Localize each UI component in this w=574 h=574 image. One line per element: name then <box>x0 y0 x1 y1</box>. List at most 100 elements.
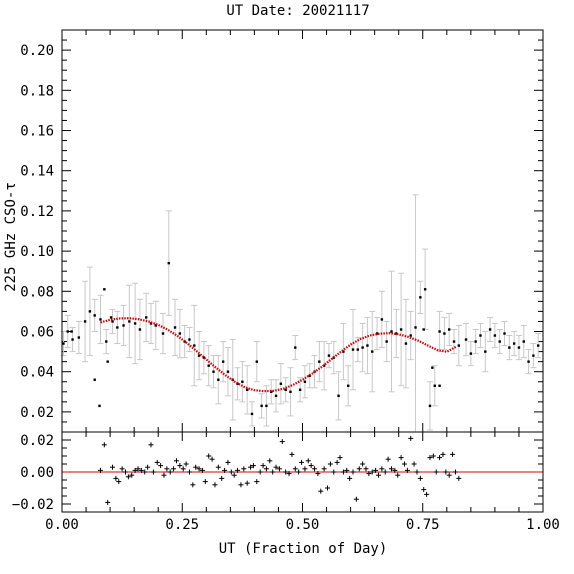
x-tick-label: 0.75 <box>406 517 440 533</box>
fit-curve-group <box>100 317 457 393</box>
top-y-tick-label: 0.06 <box>20 325 54 341</box>
residual-point <box>356 466 362 472</box>
data-point <box>197 354 201 357</box>
data-point <box>375 332 379 335</box>
residual-point <box>267 458 273 464</box>
data-point <box>503 332 506 335</box>
residual-point <box>337 455 343 461</box>
residual-point <box>97 467 103 473</box>
residual-point <box>289 451 295 457</box>
residual-point <box>392 467 398 473</box>
data-point <box>109 316 113 319</box>
top-y-tick-label: 0.02 <box>20 405 54 421</box>
data-point <box>351 348 355 351</box>
residual-point <box>321 466 327 472</box>
residual-point <box>331 469 337 475</box>
residual-point <box>296 469 302 475</box>
residual-point <box>145 464 151 470</box>
data-point <box>62 342 65 345</box>
data-point <box>479 334 482 337</box>
residual-point <box>369 469 375 475</box>
data-point <box>512 342 516 345</box>
residual-point <box>404 467 410 473</box>
residual-point <box>199 467 205 473</box>
data-point <box>207 364 210 367</box>
residual-point <box>437 455 443 461</box>
residual-point <box>299 459 305 465</box>
residual-point <box>105 499 111 505</box>
residual-point <box>186 469 192 475</box>
residual-point <box>113 475 119 481</box>
residual-point <box>193 464 199 470</box>
residual-point <box>430 453 436 459</box>
residual-point <box>450 451 456 457</box>
residual-point <box>411 461 417 467</box>
data-point <box>138 328 142 331</box>
residual-point <box>334 459 340 465</box>
data-point <box>105 340 108 343</box>
data-point <box>522 340 525 343</box>
residual-point <box>388 466 394 472</box>
data-point <box>342 350 345 353</box>
residual-point <box>138 467 144 473</box>
residual-point <box>196 466 202 472</box>
data-point <box>508 346 511 349</box>
data-point <box>221 360 225 363</box>
data-point <box>399 328 403 331</box>
residual-point <box>206 453 212 459</box>
data-point <box>245 388 249 391</box>
data-point <box>193 344 196 347</box>
residual-point <box>173 458 179 464</box>
data-point <box>116 326 119 329</box>
data-point <box>173 326 177 329</box>
data-point <box>371 350 374 353</box>
data-point <box>289 390 292 393</box>
residual-point <box>231 472 237 478</box>
residual-point <box>254 479 260 485</box>
residual-point <box>305 458 311 464</box>
residual-point <box>225 459 231 465</box>
residual-point <box>327 461 333 467</box>
data-point <box>443 332 446 335</box>
data-point <box>122 324 125 327</box>
bottom-panel-y-tick-labels: −0.02 0.00 0.02 <box>12 433 54 513</box>
data-point <box>144 316 148 319</box>
residual-point <box>190 482 196 488</box>
data-point <box>488 328 492 331</box>
residual-point <box>401 461 407 467</box>
residual-point <box>202 479 208 485</box>
x-tick-label: 0.00 <box>45 517 79 533</box>
top-y-tick-label: 0.10 <box>20 244 54 260</box>
data-point <box>279 382 283 385</box>
data-point <box>93 378 96 381</box>
residual-point <box>395 472 401 478</box>
data-point <box>484 350 487 353</box>
residual-point <box>360 461 366 467</box>
residual-point <box>283 469 289 475</box>
data-point <box>536 344 540 347</box>
bottom-panel-frame <box>61 431 544 513</box>
residual-point <box>382 469 388 475</box>
residual-point-group <box>97 435 462 505</box>
residual-point <box>276 466 282 472</box>
residual-point <box>116 479 122 485</box>
residual-point <box>286 471 292 477</box>
x-tick-label: 0.25 <box>165 517 199 533</box>
residual-point <box>350 469 356 475</box>
residual-point <box>110 464 116 470</box>
data-point <box>167 261 170 265</box>
bottom-y-tick-label: −0.02 <box>12 497 54 513</box>
data-point <box>498 340 501 343</box>
residual-point <box>263 466 269 472</box>
residual-point <box>142 469 148 475</box>
top-y-tick-label: 0.14 <box>20 164 54 180</box>
residual-point <box>257 469 263 475</box>
top-y-tick-label: 0.12 <box>20 204 54 220</box>
residual-point <box>270 469 276 475</box>
data-point <box>337 394 340 398</box>
data-point <box>93 314 96 317</box>
x-tick-label: 0.50 <box>286 517 320 533</box>
residual-point <box>235 467 241 473</box>
